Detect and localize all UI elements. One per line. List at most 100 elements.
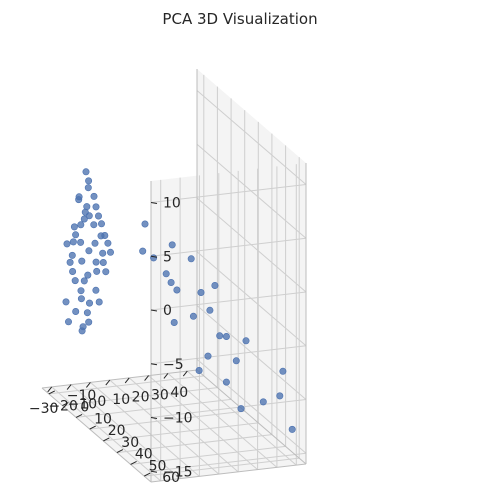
x-tick-label: 0: [97, 394, 106, 410]
x-tick-label: 30: [151, 387, 169, 403]
scatter-point: [83, 309, 91, 317]
z-tick-label: −15: [163, 464, 193, 480]
z-tick-label: 10: [163, 196, 181, 212]
y-tick-label: 30: [121, 435, 139, 451]
scatter-point: [102, 268, 110, 276]
x-tick-label: −10: [68, 396, 98, 412]
scatter-point: [66, 258, 74, 266]
scatter-point: [90, 221, 98, 229]
y-tick-label: 40: [135, 447, 153, 463]
x-tick-label: 10: [112, 392, 130, 408]
grid-z-left: [196, 90, 307, 185]
grid-z-right: [150, 237, 307, 257]
scatter-point: [216, 332, 224, 340]
tick-labels: −30−20−10 0 10 20 30 40−100102030405060−15−10…: [29, 196, 193, 487]
grid-z-right: [150, 345, 307, 365]
grid-y-floor: [76, 398, 232, 418]
tick-mark: [47, 386, 53, 393]
edge-back-floor-left: [196, 369, 307, 465]
tick-mark: [150, 417, 158, 419]
z-tick-label: 5: [163, 249, 172, 265]
x-tick-label: 20: [132, 390, 150, 406]
scatter-point: [211, 281, 219, 289]
grid-y-floor: [89, 410, 245, 430]
scatter-point: [81, 208, 89, 216]
scatter-point: [92, 203, 100, 211]
grid-x-floor: [70, 384, 181, 479]
y-tick-label: 0: [80, 400, 89, 416]
z-tick-label: −5: [163, 357, 184, 373]
scatter-point: [107, 248, 115, 256]
scatter-point: [104, 239, 112, 247]
tick-mark: [163, 373, 169, 379]
tick-mark: [150, 255, 158, 258]
tick-mark: [144, 375, 149, 381]
z-tick-label: 0: [163, 303, 172, 319]
scatter-point: [101, 232, 109, 240]
grid-x-floor: [186, 370, 297, 466]
grid-y-floor: [62, 387, 218, 407]
scatter-point: [288, 425, 296, 433]
grid-y-floor: [130, 445, 286, 465]
scatter-point: [69, 238, 77, 246]
scatter-point: [222, 332, 230, 340]
tick-mark: [130, 460, 137, 465]
scatter-point: [90, 192, 98, 200]
tick-mark: [150, 309, 158, 312]
x-tick-label: 40: [170, 385, 188, 401]
scatter-point: [276, 392, 284, 400]
y-tick-label: 20: [108, 423, 126, 439]
grid-lines: [48, 74, 307, 482]
scatter-point: [195, 366, 203, 374]
scatter-point: [141, 220, 149, 228]
scatter-point: [162, 270, 170, 278]
scatter-point: [150, 254, 158, 262]
tick-mark: [89, 425, 96, 430]
scatter-point: [70, 223, 78, 231]
edge-y-axis: [41, 387, 152, 483]
scatter-point: [68, 251, 76, 259]
y-tick-label: −10: [67, 388, 97, 404]
tick-mark: [75, 413, 83, 418]
axis-edges: [41, 69, 307, 483]
scatter-point: [206, 306, 214, 314]
scatter-point: [77, 295, 85, 303]
scatter-point: [77, 238, 85, 246]
scatter-point: [69, 267, 77, 275]
grid-x-floor: [148, 375, 258, 470]
tick-mark: [150, 202, 158, 204]
y-tick-label: 60: [162, 470, 180, 486]
scatter-point: [232, 357, 240, 365]
tick-mark: [150, 470, 158, 473]
scatter-point: [279, 367, 287, 375]
scatter-point: [79, 323, 87, 331]
scatter-point: [170, 318, 178, 326]
scatter-point: [72, 231, 80, 239]
scatter-point: [173, 286, 181, 294]
scatter-point: [259, 398, 267, 406]
scatter-point: [168, 241, 176, 249]
tick-mark: [105, 379, 111, 386]
scatter-point: [77, 221, 85, 229]
edge-x-axis: [41, 369, 198, 389]
scatter-point: [72, 307, 80, 315]
scatter-point: [85, 177, 93, 185]
y-tick-label: 10: [94, 411, 112, 427]
scatter-point: [222, 378, 230, 386]
scatter-point: [139, 247, 147, 255]
grid-y-floor: [48, 375, 204, 395]
scatter-point: [237, 405, 245, 413]
scatter-point: [93, 267, 101, 275]
tick-mark: [62, 402, 69, 407]
grid-y-floor: [144, 457, 300, 477]
scatter-points: [62, 168, 296, 433]
tick-mark: [116, 449, 124, 454]
tick-mark: [182, 370, 188, 377]
scatter-point: [98, 220, 106, 228]
scatter-point: [82, 168, 90, 176]
scatter-point: [63, 240, 71, 248]
grid-z-right: [150, 291, 307, 311]
scatter-point: [242, 337, 250, 345]
